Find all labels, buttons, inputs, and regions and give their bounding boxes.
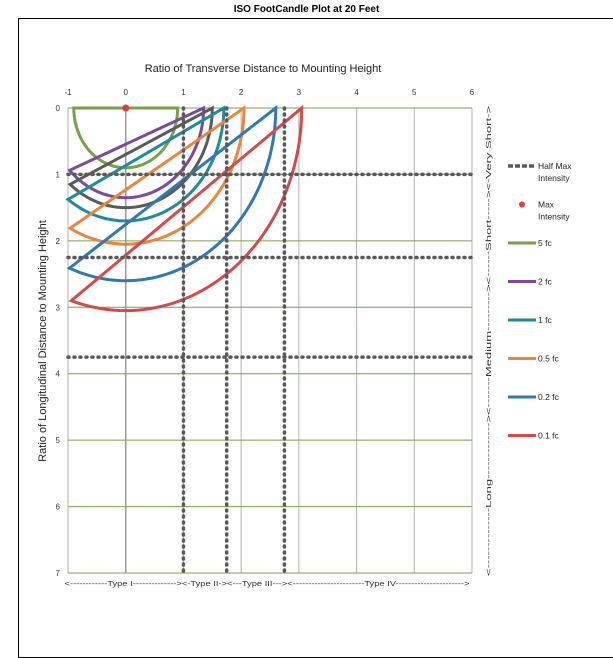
range-labels: <--------------Long-------------><------… bbox=[486, 106, 493, 576]
legend-label: 5 fc bbox=[538, 238, 552, 248]
y-tick-label: 5 bbox=[56, 436, 61, 445]
y-tick-label: 0 bbox=[56, 104, 61, 113]
isofootcandle-curve bbox=[67, 105, 246, 246]
x-tick-label: 4 bbox=[354, 88, 359, 97]
isofootcandle-curve bbox=[66, 104, 278, 283]
legend-label: 0.1 fc bbox=[538, 431, 560, 441]
x-tick-label: 1 bbox=[181, 88, 186, 97]
x-tick-label: 0 bbox=[123, 88, 128, 97]
x-tick-label: 3 bbox=[297, 88, 302, 97]
x-tick-label: 5 bbox=[412, 88, 417, 97]
isofootcandle-curve bbox=[68, 104, 304, 313]
x-tick-label: -1 bbox=[64, 88, 72, 97]
y-tick-label: 7 bbox=[56, 569, 61, 578]
legend-label: 0.2 fc bbox=[538, 392, 560, 402]
legend-label: 0.5 fc bbox=[538, 354, 560, 364]
x-axis-label: Ratio of Transverse Distance to Mounting… bbox=[145, 63, 382, 75]
y-tick-label: 2 bbox=[56, 237, 61, 246]
legend-label: Intensity bbox=[538, 173, 570, 183]
legend-marker bbox=[519, 201, 525, 208]
x-tick-label: 6 bbox=[470, 88, 475, 97]
max-intensity-point bbox=[122, 104, 130, 112]
y-axis-label: Ratio of Longitudinal Distance to Mounti… bbox=[37, 220, 49, 462]
y-tick-label: 3 bbox=[56, 303, 61, 312]
y-tick-label: 1 bbox=[56, 170, 61, 179]
y-tick-label: 6 bbox=[56, 503, 61, 512]
legend-label: 1 fc bbox=[538, 315, 552, 325]
legend-label: Half Max bbox=[538, 161, 572, 171]
legend-label: Max bbox=[538, 200, 555, 210]
y-tick-label: 4 bbox=[56, 370, 61, 379]
legend-label: 2 fc bbox=[538, 277, 552, 287]
x-tick-label: 2 bbox=[239, 88, 244, 97]
type-labels: <------------Type I--------------><-Type… bbox=[65, 581, 470, 588]
chart-title: ISO FootCandle Plot at 20 Feet bbox=[233, 4, 380, 15]
legend-label: Intensity bbox=[538, 212, 570, 222]
